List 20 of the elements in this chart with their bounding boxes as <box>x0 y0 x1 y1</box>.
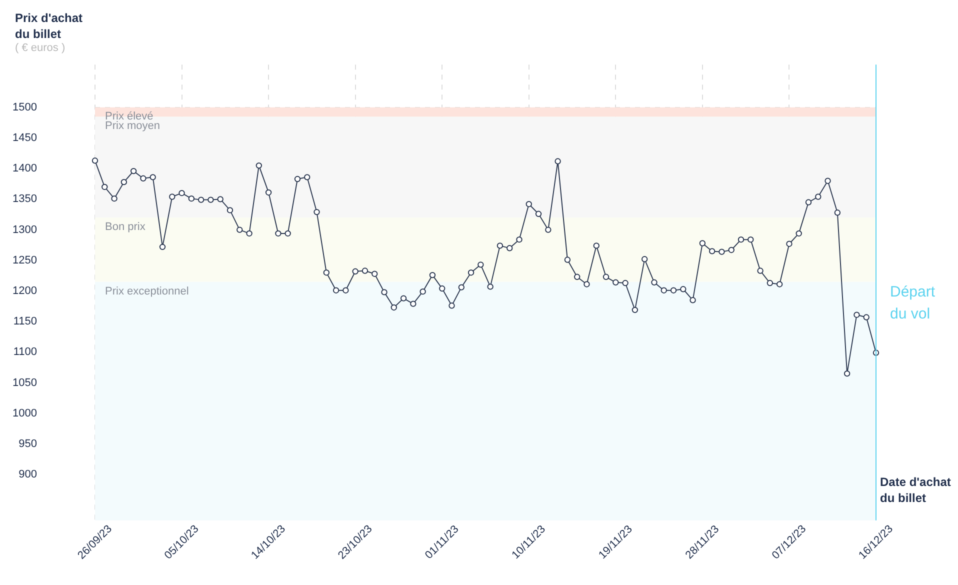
y-tick-label: 1300 <box>12 224 37 236</box>
x-axis-title: Date d'achat du billet <box>880 474 952 506</box>
ref-line-label: Départ du vol <box>890 284 936 323</box>
y-tick-label: 1500 <box>12 101 37 114</box>
y-tick-label: 1100 <box>13 346 37 358</box>
y-tick-label: 900 <box>18 468 37 481</box>
y-tick-label: 950 <box>18 438 37 450</box>
band-label: Prix moyen <box>105 120 160 132</box>
y-tick-label: 1350 <box>12 193 37 206</box>
y-tick-label: 1150 <box>13 316 37 328</box>
band-label: Bon prix <box>105 221 146 234</box>
y-tick-label: 1000 <box>12 407 37 420</box>
y-tick-label: 1200 <box>12 285 37 297</box>
y-tick-label: 1450 <box>12 132 37 144</box>
text: ( € euros ) <box>15 42 66 54</box>
y-tick-label: 1050 <box>12 376 37 389</box>
band-label: Prix exceptionnel <box>105 285 189 298</box>
y-tick-label: 1250 <box>12 254 37 266</box>
y-tick-label: 1400 <box>12 162 37 175</box>
y-axis-title: Prix d'achat du billet <box>15 10 84 42</box>
